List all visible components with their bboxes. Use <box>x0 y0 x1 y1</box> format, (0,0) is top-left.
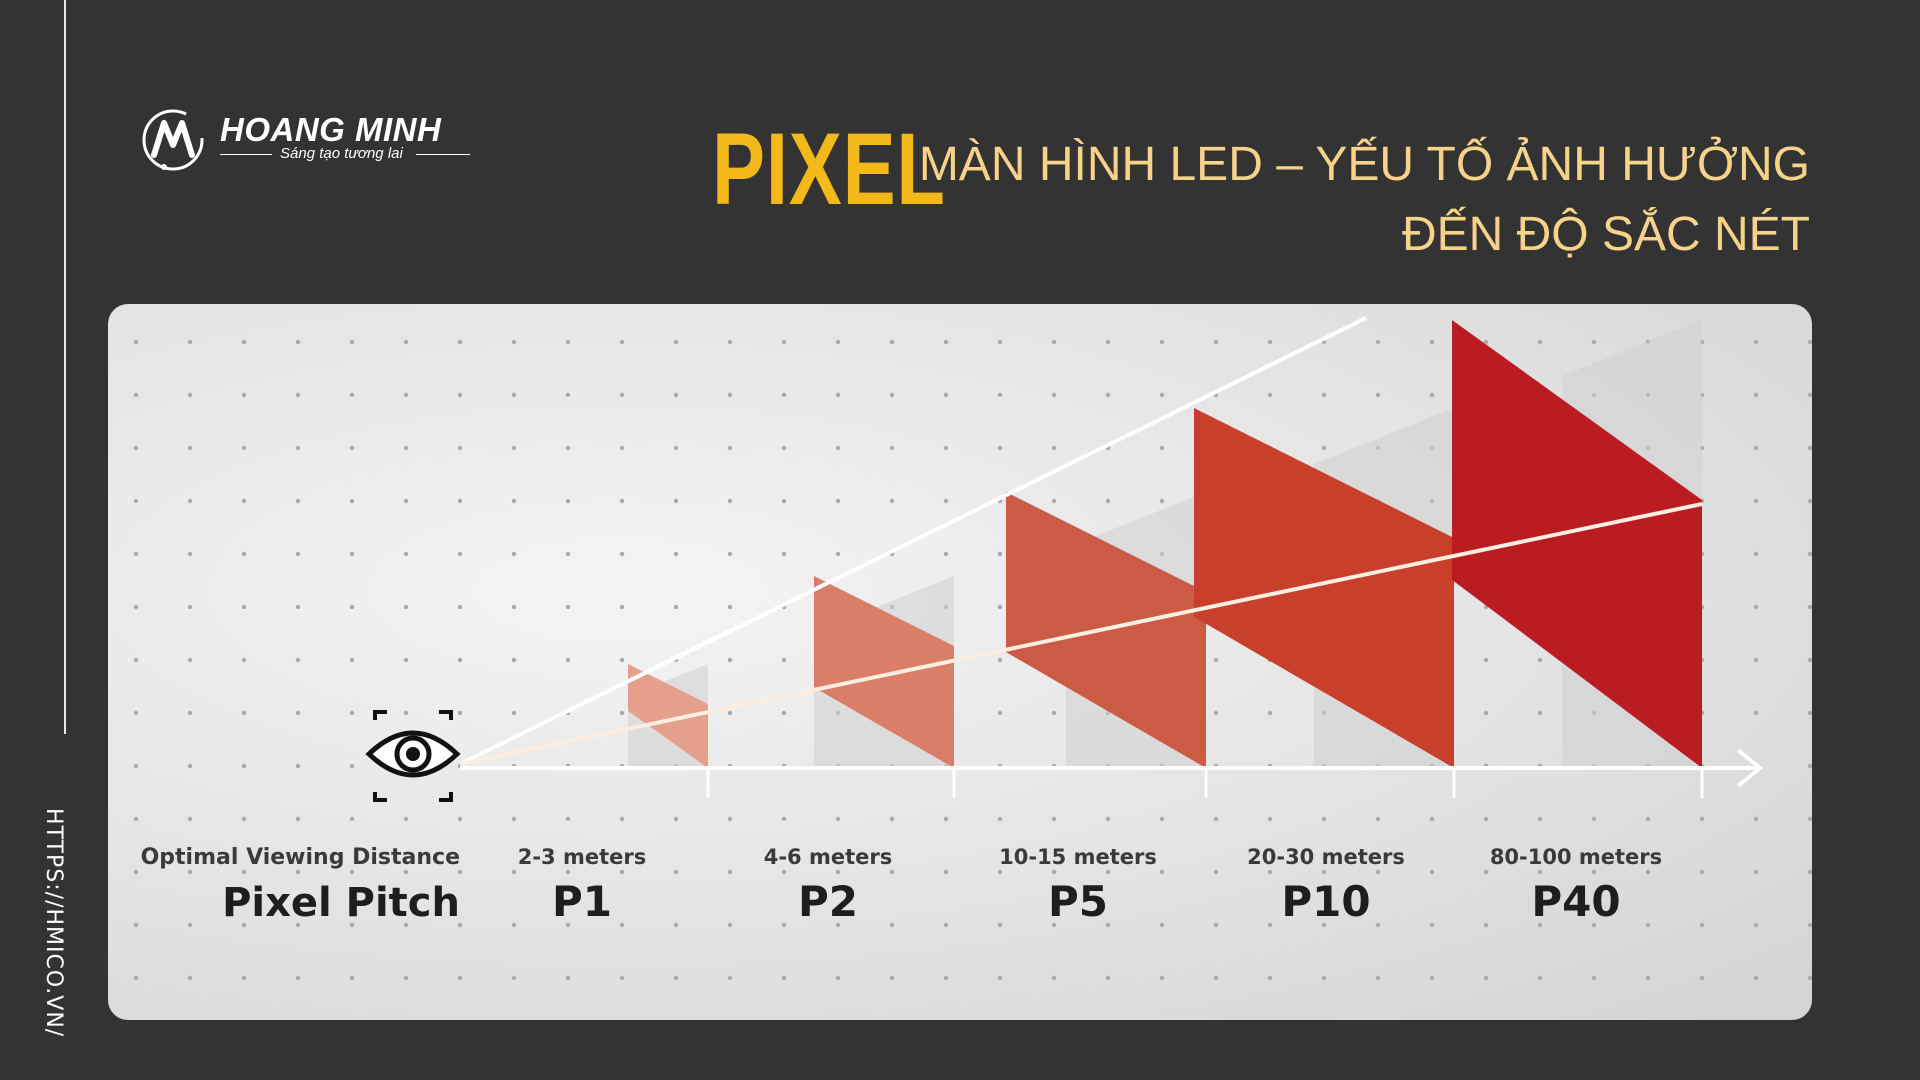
pitch-panel-p2 <box>814 576 954 768</box>
pitch-label-p40: P40 <box>1531 877 1620 926</box>
sightline-lower <box>459 502 1703 766</box>
diagram-canvas: Optimal Viewing Distance Pixel Pitch 2-3 m… <box>133 316 1812 981</box>
logo-rule-left <box>220 154 272 155</box>
pixel-pitch-diagram: Optimal Viewing Distance Pixel Pitch 2-3 m… <box>108 304 1812 1020</box>
distance-label-p40: 80-100 meters <box>1490 845 1662 869</box>
pitch-label-p10: P10 <box>1281 877 1370 926</box>
pitch-panel-p40 <box>1452 320 1702 768</box>
pitch-panel-p1 <box>628 664 708 768</box>
pitch-label-p2: P2 <box>798 877 858 926</box>
title-highlight: PIXEL <box>712 112 946 226</box>
hoang-minh-logo-icon <box>142 109 204 171</box>
logo: HOANG MINH Sáng tạo tương lai <box>140 105 480 180</box>
axis-arrow <box>1736 748 1764 788</box>
logo-rule-right <box>416 154 470 155</box>
distance-label-p10: 20-30 meters <box>1247 845 1405 869</box>
eye-icon <box>365 710 461 802</box>
distance-label-p2: 4-6 meters <box>764 845 893 869</box>
sidebar-line <box>64 0 66 734</box>
title-subtitle: MÀN HÌNH LED – YẾU TỐ ẢNH HƯỞNG ĐẾN ĐỘ S… <box>919 130 1810 270</box>
pitch-label-p5: P5 <box>1048 877 1108 926</box>
brand-tagline: Sáng tạo tương lai <box>280 145 403 162</box>
row-label-pitch: Pixel Pitch <box>222 880 460 926</box>
pitch-panel-p10 <box>1194 408 1454 768</box>
row-label-distance: Optimal Viewing Distance <box>141 845 460 870</box>
distance-label-p1: 2-3 meters <box>518 845 647 869</box>
title-line-1: MÀN HÌNH LED – YẾU TỐ ẢNH HƯỞNG <box>918 138 1810 191</box>
distance-label-p5: 10-15 meters <box>999 845 1157 869</box>
title-line-2: ĐẾN ĐỘ SẮC NÉT <box>1401 208 1810 261</box>
brand-name: HOANG MINH <box>220 111 442 148</box>
website-url[interactable]: HTTPS://HMICO.VN/ <box>41 808 66 1038</box>
pitch-label-p1: P1 <box>552 877 612 926</box>
sightline-upper <box>459 316 1367 766</box>
